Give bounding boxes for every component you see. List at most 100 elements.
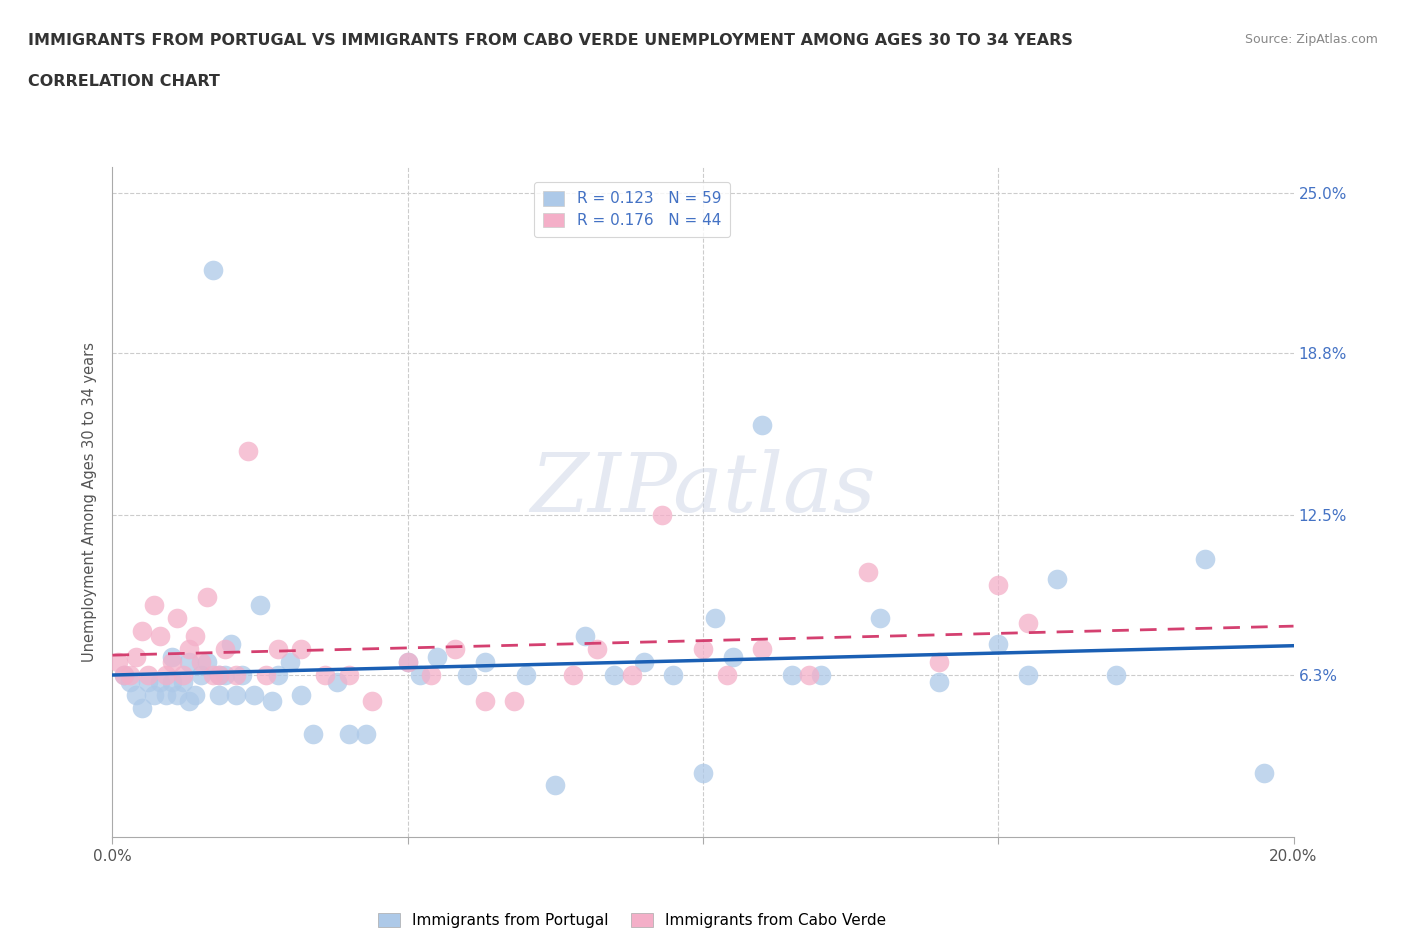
Text: Source: ZipAtlas.com: Source: ZipAtlas.com (1244, 33, 1378, 46)
Point (337, 726, 360, 741)
Point (751, 418, 773, 432)
Point (780, 668, 803, 683)
Point (184, 629, 207, 644)
Point (225, 688, 247, 703)
Point (172, 675, 194, 690)
Point (337, 668, 360, 683)
Point (858, 565, 880, 579)
Point (1105, 668, 1128, 683)
Point (267, 642, 290, 657)
Point (751, 642, 773, 657)
Point (544, 778, 567, 793)
Text: CORRELATION CHART: CORRELATION CHART (28, 74, 219, 89)
Point (474, 655, 496, 670)
Point (136, 668, 159, 683)
Point (621, 668, 644, 683)
Point (142, 688, 165, 703)
Point (112, 668, 135, 683)
Text: ZIPatlas: ZIPatlas (530, 449, 876, 529)
Point (692, 642, 714, 657)
Point (716, 668, 738, 683)
Point (396, 655, 419, 670)
Point (396, 655, 419, 670)
Point (208, 668, 231, 683)
Point (155, 668, 177, 683)
Point (208, 668, 231, 683)
Point (928, 675, 950, 690)
Y-axis label: Unemployment Among Ages 30 to 34 years: Unemployment Among Ages 30 to 34 years (82, 342, 97, 662)
Point (290, 642, 312, 657)
Point (420, 668, 443, 683)
Point (160, 655, 183, 670)
Point (987, 636, 1010, 651)
Point (131, 701, 153, 716)
Point (142, 598, 165, 613)
Point (692, 765, 714, 780)
Point (179, 642, 201, 657)
Text: IMMIGRANTS FROM PORTUGAL VS IMMIGRANTS FROM CABO VERDE UNEMPLOYMENT AMONG AGES 3: IMMIGRANTS FROM PORTUGAL VS IMMIGRANTS F… (28, 33, 1073, 47)
Point (179, 693, 201, 708)
Point (314, 668, 336, 683)
Point (456, 668, 478, 683)
Point (155, 688, 177, 703)
Point (201, 668, 224, 683)
Point (184, 688, 207, 703)
Point (214, 668, 236, 683)
Point (249, 598, 271, 613)
Point (208, 688, 231, 703)
Point (515, 668, 537, 683)
Point (651, 508, 673, 523)
Point (260, 693, 283, 708)
Point (503, 693, 526, 708)
Point (195, 590, 218, 604)
Point (326, 675, 349, 690)
Point (1253, 765, 1275, 780)
Point (107, 655, 129, 670)
Point (278, 655, 301, 670)
Point (810, 668, 832, 683)
Legend: Immigrants from Portugal, Immigrants from Cabo Verde: Immigrants from Portugal, Immigrants fro… (371, 905, 894, 930)
Point (633, 655, 655, 670)
Point (172, 668, 194, 683)
Point (131, 623, 153, 638)
Point (201, 263, 224, 278)
Point (136, 675, 159, 690)
Point (225, 668, 247, 683)
Point (195, 655, 218, 670)
Point (574, 629, 596, 644)
Point (1046, 572, 1069, 587)
Point (721, 649, 744, 664)
Point (120, 668, 142, 683)
Point (474, 693, 496, 708)
Point (231, 668, 253, 683)
Point (408, 668, 430, 683)
Point (160, 649, 183, 664)
Point (219, 636, 242, 651)
Point (190, 655, 212, 670)
Point (112, 668, 135, 683)
Point (238, 444, 260, 458)
Point (254, 668, 277, 683)
Point (1194, 551, 1216, 566)
Point (149, 629, 172, 644)
Point (190, 668, 212, 683)
Point (125, 649, 148, 664)
Point (928, 655, 950, 670)
Point (125, 688, 148, 703)
Point (166, 688, 188, 703)
Point (160, 675, 183, 690)
Point (603, 668, 626, 683)
Point (1017, 668, 1039, 683)
Point (703, 611, 725, 626)
Point (166, 611, 188, 626)
Point (267, 668, 290, 683)
Point (1017, 616, 1039, 631)
Point (243, 688, 266, 703)
Point (290, 688, 312, 703)
Point (869, 611, 891, 626)
Point (426, 649, 449, 664)
Point (662, 668, 685, 683)
Point (799, 668, 821, 683)
Point (361, 693, 384, 708)
Point (149, 675, 172, 690)
